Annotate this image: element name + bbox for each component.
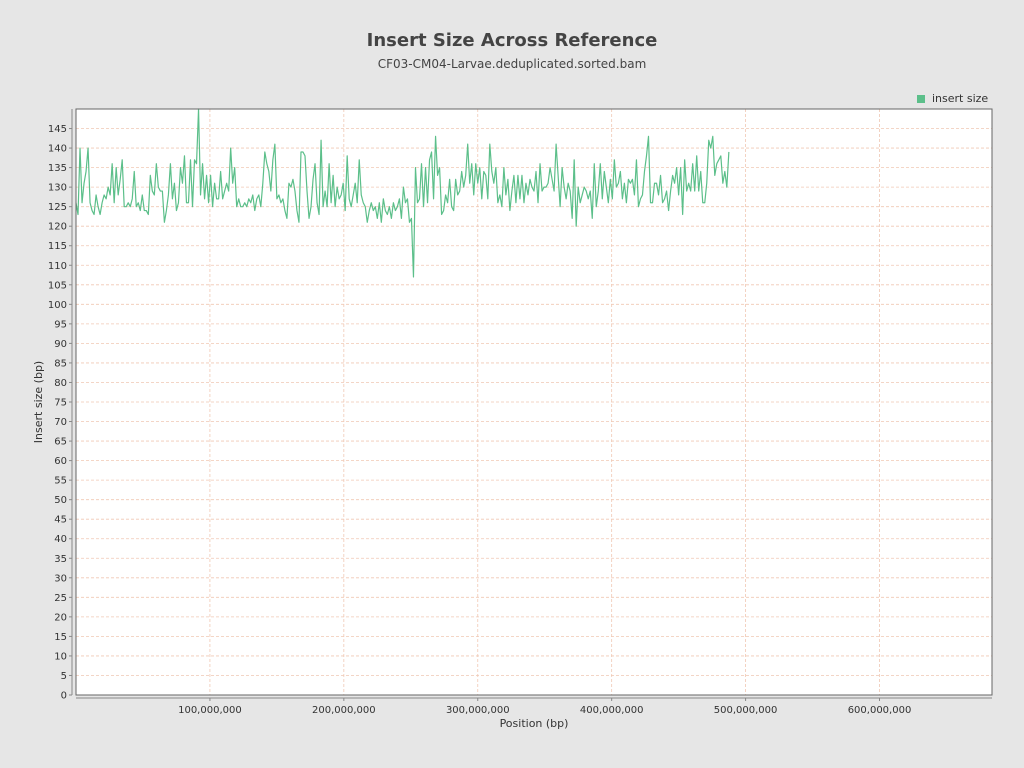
y-tick-label: 55 bbox=[54, 476, 67, 487]
insert-size-series-line bbox=[75, 108, 730, 278]
y-tick-label: 75 bbox=[54, 398, 67, 409]
x-tick-label: 100,000,000 bbox=[178, 705, 242, 716]
y-tick-label: 115 bbox=[48, 241, 67, 252]
y-tick-label: 15 bbox=[54, 632, 67, 643]
y-tick-label: 95 bbox=[54, 319, 67, 330]
y-tick-label: 30 bbox=[54, 573, 67, 584]
y-tick-label: 50 bbox=[54, 495, 67, 506]
plot-border bbox=[75, 108, 993, 696]
y-tick-label: 70 bbox=[54, 417, 67, 428]
y-tick-label: 5 bbox=[61, 671, 67, 682]
x-tick-label: 400,000,000 bbox=[580, 705, 644, 716]
y-tick-label: 10 bbox=[54, 651, 67, 662]
y-tick-label: 120 bbox=[48, 222, 67, 233]
y-tick-label: 125 bbox=[48, 202, 67, 213]
x-tick-label: 500,000,000 bbox=[714, 705, 778, 716]
chart-title: Insert Size Across Reference bbox=[366, 30, 658, 51]
legend-label: insert size bbox=[932, 92, 988, 105]
x-tick-label: 600,000,000 bbox=[848, 705, 912, 716]
y-tick-label: 105 bbox=[48, 280, 67, 291]
legend: insert size bbox=[917, 92, 988, 105]
y-tick-label: 130 bbox=[48, 183, 67, 194]
y-tick-label: 110 bbox=[48, 261, 67, 272]
y-tick-label: 35 bbox=[54, 554, 67, 565]
y-tick-label: 85 bbox=[54, 358, 67, 369]
y-axis-ticks: 0 5 10 15 20 25 30 35 40 45 50 55 60 65 70 75 80 85 90 95 10… bbox=[48, 124, 72, 702]
chart-subtitle: CF03-CM04-Larvae.deduplicated.sorted.bam bbox=[377, 57, 647, 71]
x-axis-ticks: 100,000,000 200,000,000 300,000,000 400,000… bbox=[178, 698, 911, 716]
y-tick-label: 45 bbox=[54, 515, 67, 526]
grid-lines bbox=[76, 109, 992, 696]
y-tick-label: 135 bbox=[48, 163, 67, 174]
y-tick-label: 40 bbox=[54, 534, 67, 545]
x-tick-label: 300,000,000 bbox=[446, 705, 510, 716]
y-tick-label: 65 bbox=[54, 437, 67, 448]
y-tick-label: 90 bbox=[54, 339, 67, 350]
legend-swatch bbox=[917, 95, 925, 103]
y-tick-label: 80 bbox=[54, 378, 67, 389]
y-tick-label: 60 bbox=[54, 456, 67, 467]
x-axis-label: Position (bp) bbox=[500, 717, 569, 730]
y-tick-label: 145 bbox=[48, 124, 67, 135]
y-tick-label: 140 bbox=[48, 144, 67, 155]
series-layer bbox=[75, 108, 730, 278]
y-tick-label: 25 bbox=[54, 593, 67, 604]
y-tick-label: 20 bbox=[54, 612, 67, 623]
y-axis-label: Insert size (bp) bbox=[32, 361, 45, 443]
y-tick-label: 100 bbox=[48, 300, 67, 311]
y-tick-label: 0 bbox=[61, 691, 67, 702]
x-tick-label: 200,000,000 bbox=[312, 705, 376, 716]
